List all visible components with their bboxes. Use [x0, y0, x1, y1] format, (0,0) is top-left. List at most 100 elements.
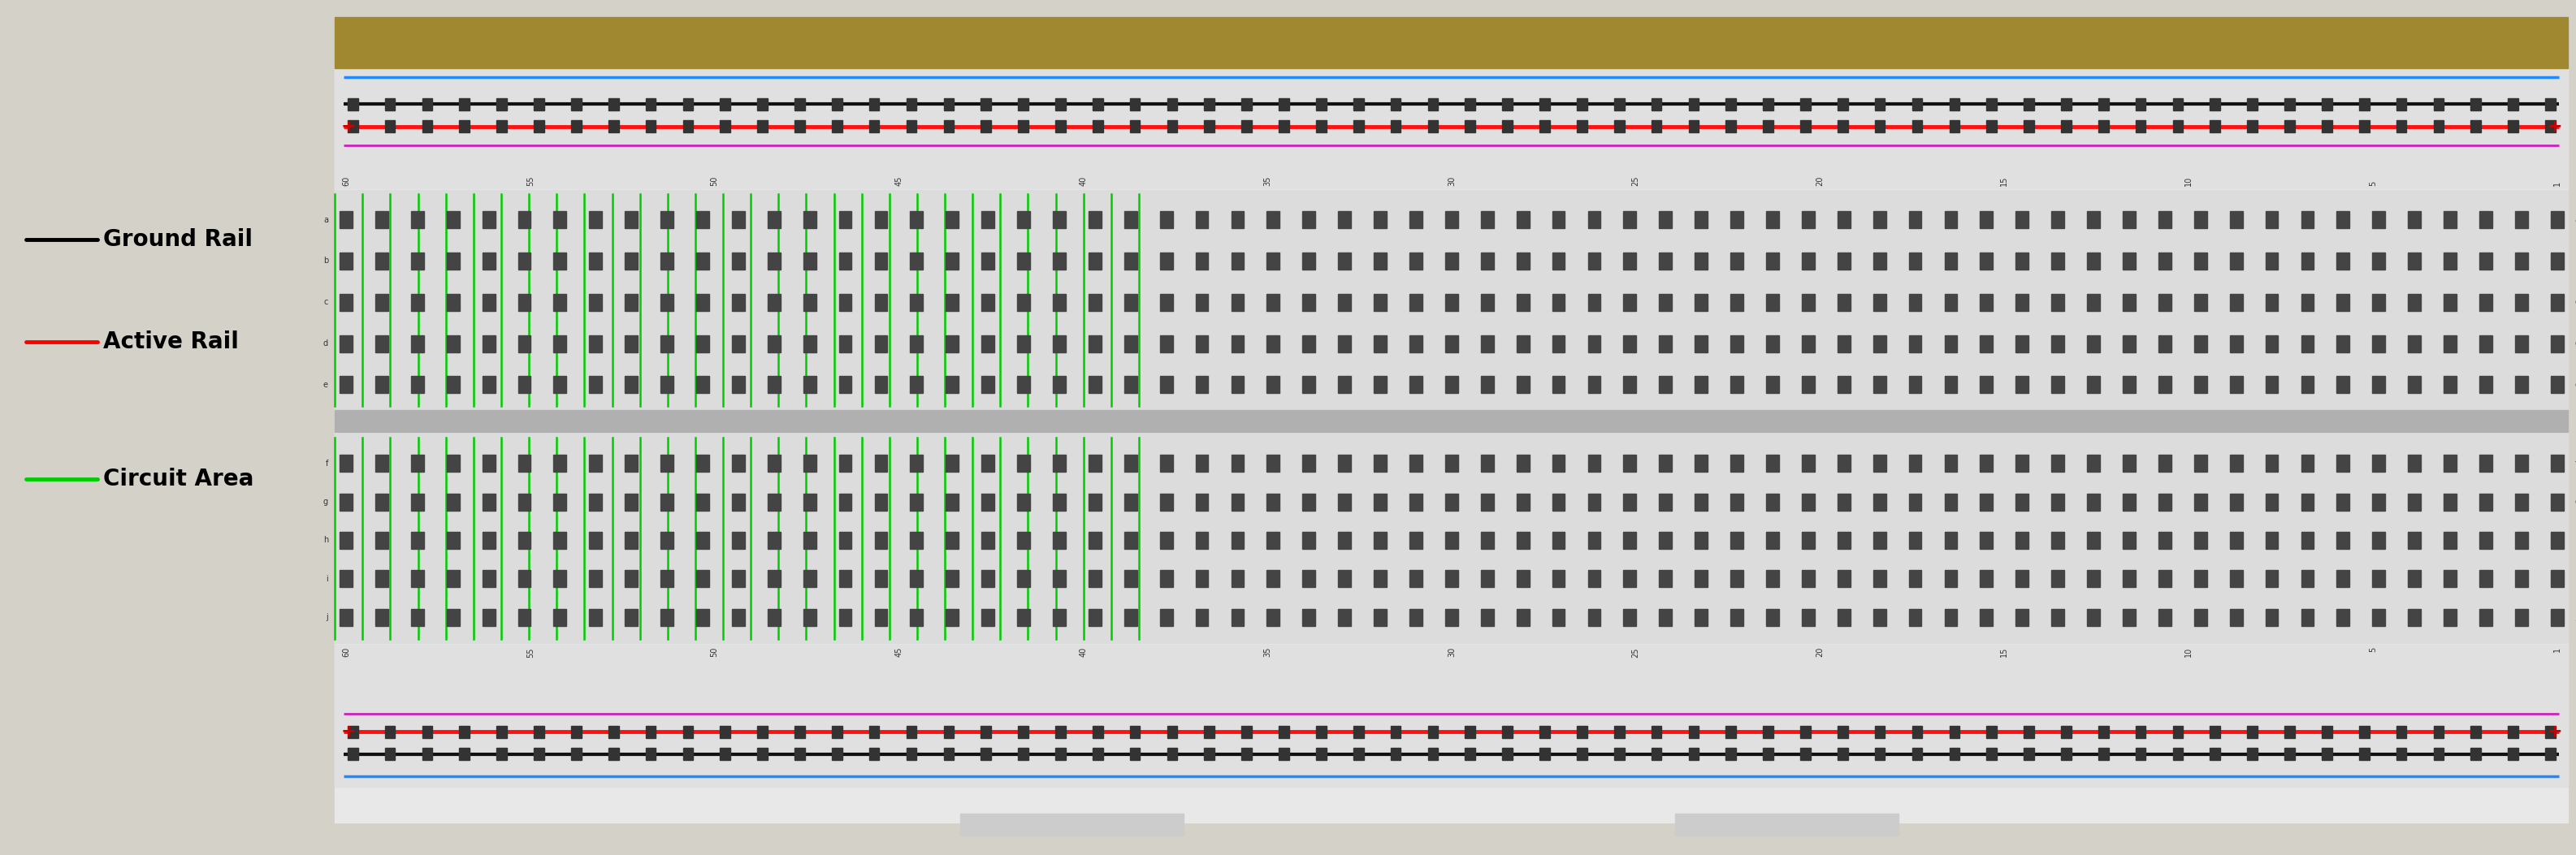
Text: b: b	[322, 257, 327, 265]
Bar	[2478, 609, 2491, 626]
Bar	[1409, 532, 1422, 549]
Bar	[721, 121, 732, 133]
Bar	[647, 726, 657, 738]
Bar	[1409, 293, 1422, 310]
Bar	[1054, 570, 1066, 587]
Bar	[2017, 376, 2030, 393]
Bar	[1373, 455, 1386, 472]
Bar	[384, 121, 394, 133]
Bar	[554, 252, 567, 269]
Bar	[659, 455, 672, 472]
Text: f: f	[325, 459, 327, 468]
Bar	[554, 335, 567, 352]
Bar	[683, 121, 693, 133]
Bar	[832, 121, 842, 133]
Bar	[2514, 252, 2527, 269]
Bar	[1517, 335, 1530, 352]
Bar	[1767, 293, 1780, 310]
Bar	[1517, 609, 1530, 626]
Text: +: +	[2548, 724, 2563, 740]
Bar	[2550, 335, 2563, 352]
Bar	[1687, 121, 1698, 133]
Bar	[2550, 609, 2563, 626]
Bar	[2336, 293, 2349, 310]
Bar	[1981, 455, 1994, 472]
Bar	[2509, 121, 2519, 133]
Bar	[626, 376, 639, 393]
Bar	[1466, 121, 1476, 133]
Text: d: d	[322, 339, 327, 347]
Bar	[2195, 376, 2208, 393]
Bar	[2246, 726, 2257, 738]
Bar	[1911, 98, 1922, 110]
Bar	[868, 726, 878, 738]
Bar	[2246, 98, 2257, 110]
Bar	[2264, 335, 2277, 352]
Bar	[2445, 532, 2458, 549]
Bar	[1090, 609, 1103, 626]
Bar	[732, 570, 744, 587]
Bar	[1303, 335, 1316, 352]
Bar	[683, 98, 693, 110]
Bar	[2509, 748, 2519, 760]
Bar	[2550, 252, 2563, 269]
Bar	[1981, 570, 1994, 587]
Bar	[1018, 748, 1028, 760]
Bar	[1945, 493, 1958, 510]
Bar	[1391, 121, 1401, 133]
Bar	[1303, 493, 1316, 510]
Bar	[1767, 376, 1780, 393]
Bar	[1373, 493, 1386, 510]
Bar	[683, 748, 693, 760]
Bar	[1909, 493, 1922, 510]
Bar	[1337, 493, 1350, 510]
Bar	[1123, 609, 1136, 626]
Bar	[793, 98, 804, 110]
Bar	[1801, 293, 1814, 310]
Bar	[873, 493, 886, 510]
Bar	[590, 376, 603, 393]
Bar	[868, 121, 878, 133]
Bar	[1695, 493, 1708, 510]
Bar	[2087, 252, 2099, 269]
Bar	[1131, 121, 1141, 133]
Bar	[533, 748, 544, 760]
Bar	[626, 570, 639, 587]
Bar	[1303, 293, 1316, 310]
Bar	[2300, 211, 2313, 228]
Bar	[2172, 98, 2182, 110]
Bar	[2409, 293, 2421, 310]
Bar	[1481, 455, 1494, 472]
Bar	[2409, 252, 2421, 269]
Bar	[1659, 293, 1672, 310]
Bar	[626, 532, 639, 549]
Bar	[981, 532, 994, 549]
Bar	[2017, 211, 2030, 228]
Bar	[840, 493, 853, 510]
Bar	[1909, 570, 1922, 587]
Bar	[554, 609, 567, 626]
Bar	[732, 609, 744, 626]
Bar	[1731, 376, 1744, 393]
Bar	[1445, 455, 1458, 472]
Bar	[1517, 455, 1530, 472]
Bar	[1909, 252, 1922, 269]
Bar	[518, 335, 531, 352]
Text: 1: 1	[2553, 180, 2561, 186]
Bar	[446, 493, 459, 510]
Bar	[2210, 726, 2221, 738]
Bar	[1242, 726, 1252, 738]
Bar	[1837, 121, 1847, 133]
Bar	[572, 98, 582, 110]
Text: 25: 25	[1631, 175, 1641, 186]
Bar	[2336, 252, 2349, 269]
Bar	[2231, 211, 2244, 228]
Bar	[1587, 493, 1600, 510]
Bar	[1945, 252, 1958, 269]
Text: 50: 50	[711, 175, 719, 186]
Bar	[2099, 726, 2110, 738]
Text: 45: 45	[894, 175, 902, 186]
Bar	[1427, 98, 1437, 110]
Bar	[1623, 609, 1636, 626]
Bar	[1911, 726, 1922, 738]
